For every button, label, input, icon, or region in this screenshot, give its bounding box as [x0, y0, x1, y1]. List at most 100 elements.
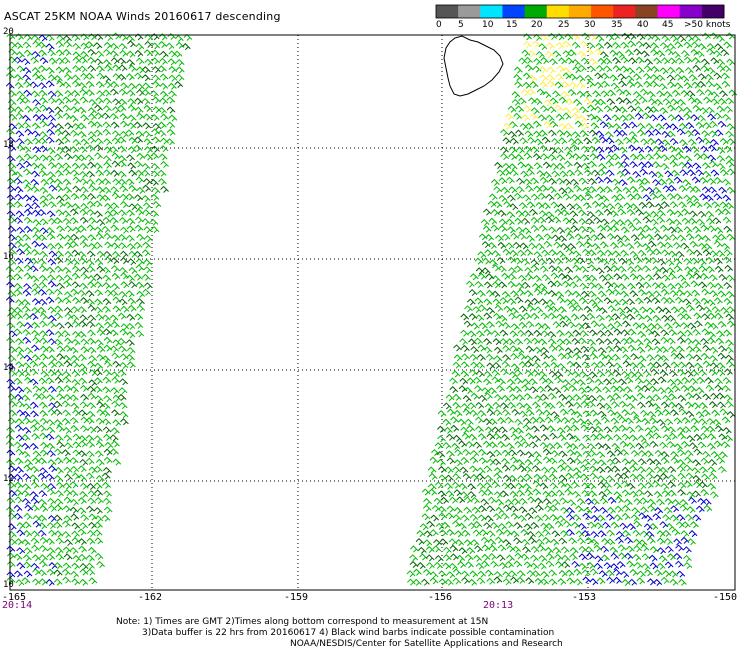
wind-barb: [622, 186, 632, 194]
wind-barb: [484, 392, 493, 400]
wind-barb: [606, 203, 616, 211]
wind-barb: [80, 514, 89, 522]
wind-barb: [578, 522, 587, 531]
wind-barb: [552, 90, 561, 98]
wind-barb: [453, 434, 462, 442]
wind-barb: [45, 296, 55, 304]
wind-barb: [633, 416, 642, 424]
wind-barb: [667, 465, 677, 474]
wind-barb: [708, 186, 717, 194]
wind-barb: [127, 297, 137, 305]
wind-barb: [459, 377, 469, 385]
wind-barb: [533, 130, 542, 138]
wind-barb: [642, 265, 652, 273]
wind-barb: [521, 210, 531, 218]
wind-barb: [523, 465, 533, 473]
wind-barb: [517, 97, 527, 105]
wind-barb: [579, 464, 589, 472]
wind-barb: [481, 553, 491, 561]
wind-barb: [22, 426, 32, 434]
wind-barb: [533, 97, 543, 106]
wind-barb: [47, 242, 56, 251]
wind-barb: [94, 450, 104, 458]
wind-barb: [103, 497, 112, 505]
wind-barb: [634, 112, 644, 120]
wind-barb: [627, 193, 636, 201]
wind-barb: [125, 290, 135, 298]
wind-barb: [649, 256, 659, 265]
wind-barb: [87, 56, 97, 64]
wind-barb: [588, 290, 597, 298]
wind-barb: [464, 418, 474, 426]
wind-barb: [639, 322, 649, 330]
wind-barb: [31, 50, 41, 59]
wind-barb: [38, 89, 48, 97]
wind-barb: [621, 433, 631, 441]
wind-barb: [514, 377, 524, 385]
wind-barb: [56, 146, 66, 154]
wind-barb: [566, 507, 575, 515]
wind-barb: [29, 378, 39, 386]
wind-barb: [720, 169, 729, 177]
wind-barb: [120, 281, 130, 289]
wind-barb: [690, 194, 700, 203]
wind-barb: [79, 193, 89, 201]
wind-barb: [690, 369, 700, 377]
wind-barb: [433, 561, 443, 569]
wind-barb: [524, 489, 534, 497]
wind-barb: [7, 354, 17, 362]
wind-barb: [444, 426, 453, 434]
wind-barb: [126, 89, 136, 97]
wind-barb: [547, 280, 557, 288]
wind-barb: [38, 234, 48, 242]
wind-barb: [485, 569, 494, 577]
wind-barb: [673, 552, 683, 560]
wind-barb: [518, 274, 527, 282]
wind-barb: [47, 449, 56, 458]
wind-barb: [692, 297, 701, 305]
wind-barb: [605, 169, 615, 177]
wind-barb: [31, 130, 41, 138]
wind-barb: [157, 169, 167, 177]
wind-barb: [15, 418, 25, 426]
wind-barb: [722, 178, 731, 186]
wind-barb: [103, 360, 113, 368]
wind-barb: [134, 321, 144, 329]
wind-barb: [677, 481, 687, 489]
wind-barb: [80, 202, 90, 211]
wind-barb: [632, 322, 642, 330]
wind-barb: [670, 361, 680, 369]
wind-barb: [685, 361, 695, 369]
wind-barb: [617, 73, 627, 81]
wind-barb: [635, 40, 645, 48]
wind-barb: [705, 80, 715, 88]
wind-barb: [492, 338, 502, 346]
wind-barb: [549, 482, 559, 490]
wind-barb: [565, 569, 575, 577]
wind-barb: [29, 368, 39, 376]
wind-barb: [638, 449, 648, 458]
wind-barb: [450, 424, 460, 432]
legend-swatch: [502, 5, 526, 18]
wind-barb: [579, 282, 589, 290]
wind-barb: [70, 465, 80, 473]
wind-barb: [45, 473, 55, 481]
wind-barb: [47, 171, 56, 179]
wind-barb: [71, 272, 81, 280]
wind-barb: [442, 402, 452, 410]
wind-barb: [96, 328, 106, 336]
wind-barb: [531, 355, 541, 363]
wind-barb: [670, 456, 680, 464]
wind-barb: [94, 377, 103, 385]
wind-barb: [590, 498, 600, 506]
wind-barb: [596, 451, 606, 459]
wind-barb: [110, 257, 120, 265]
wind-barb: [24, 203, 34, 211]
wind-barb: [39, 504, 49, 512]
wind-barb: [571, 370, 581, 378]
wind-barb: [62, 210, 72, 218]
wind-barb: [639, 168, 649, 176]
wind-barb: [675, 544, 684, 552]
wind-barb: [15, 386, 25, 394]
wind-barb: [517, 232, 527, 240]
